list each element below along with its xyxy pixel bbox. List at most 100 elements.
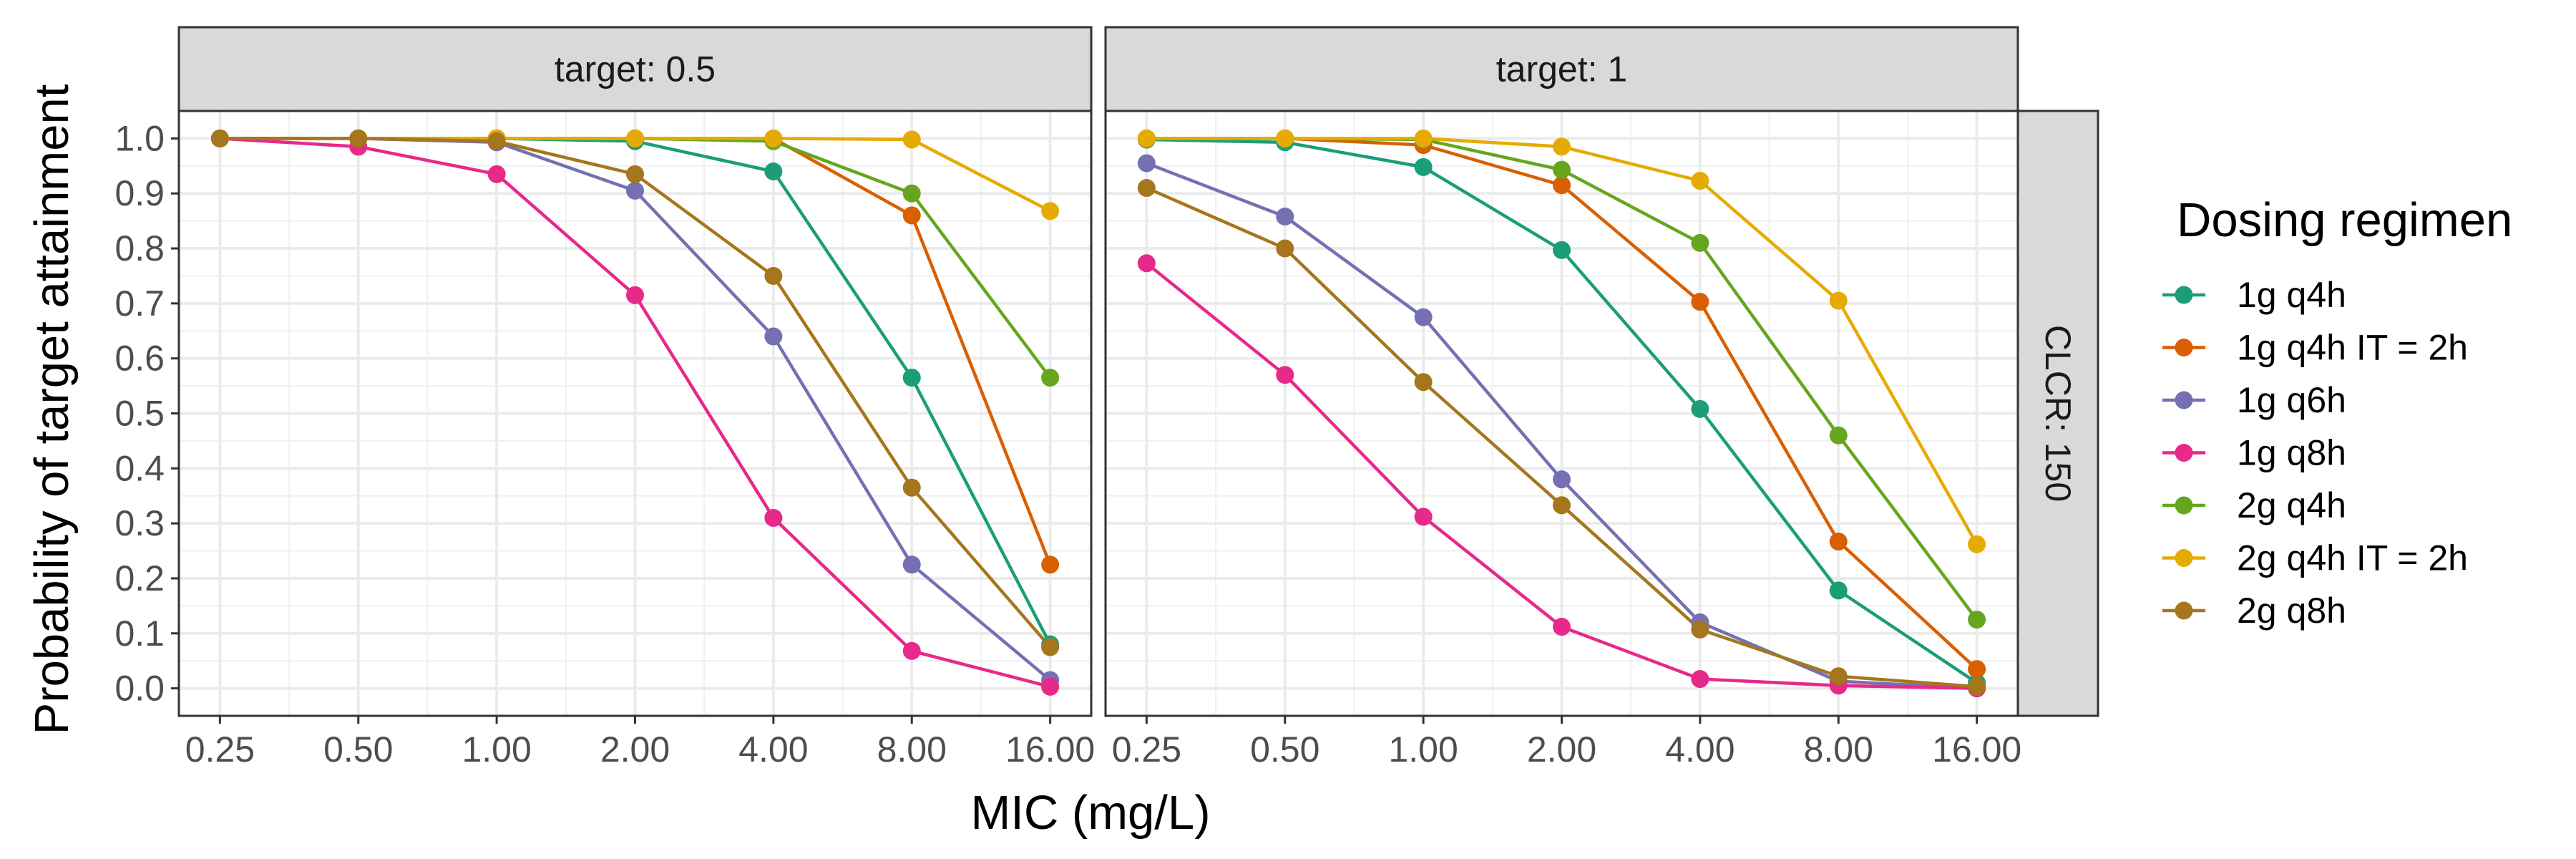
y-tick-label: 0.2 — [114, 558, 165, 598]
x-axis-title: MIC (mg/L) — [971, 786, 1211, 840]
data-point — [1137, 254, 1156, 273]
data-point — [764, 129, 783, 147]
data-point — [1553, 176, 1571, 195]
y-tick-label: 0.5 — [114, 394, 165, 434]
legend-label: 2g q8h — [2237, 591, 2346, 631]
data-point — [626, 181, 644, 200]
data-point — [1041, 555, 1060, 574]
row-strip-background — [2016, 110, 2099, 717]
legend-label: 1g q4h IT = 2h — [2237, 328, 2468, 368]
data-point — [1553, 160, 1571, 179]
legend-item: 1g q6h — [2162, 380, 2346, 420]
data-point — [1968, 677, 1986, 696]
legend-key-point — [2175, 391, 2193, 409]
data-point — [1553, 470, 1571, 489]
y-tick-label: 0.8 — [114, 228, 165, 268]
panel-1: target: 0.5 0.25 0.50 1.00 2.00 4.00 8.00 16.00… — [114, 26, 1095, 770]
legend-key-point — [2175, 601, 2193, 620]
y-tick-label: 0.6 — [114, 339, 165, 379]
data-point — [1276, 207, 1294, 225]
x-tick-label: 2.00 — [1527, 729, 1596, 770]
data-point — [626, 286, 644, 304]
panel-strip — [177, 26, 1093, 112]
data-point — [487, 165, 506, 183]
x-tick-label: 4.00 — [738, 729, 808, 770]
legend-item: 1g q4h — [2162, 275, 2346, 315]
x-tick-label: 8.00 — [1804, 729, 1873, 770]
panel-strip — [1104, 26, 2019, 112]
y-tick-label: 0.7 — [114, 283, 165, 324]
data-point — [1414, 373, 1433, 392]
data-point — [1691, 670, 1709, 689]
data-point — [1276, 239, 1294, 258]
y-tick-label: 0.0 — [114, 669, 165, 709]
legend-label: 1g q4h — [2237, 275, 2346, 315]
row-strip: CLCR: 150 — [2016, 110, 2099, 717]
data-point — [902, 184, 921, 203]
data-point — [1553, 618, 1571, 636]
data-point — [1276, 366, 1294, 384]
legend-item: 1g q8h — [2162, 433, 2346, 473]
data-point — [1414, 508, 1433, 526]
data-point — [626, 129, 644, 147]
legend-item: 1g q4h IT = 2h — [2162, 328, 2468, 368]
y-tick-label: 0.9 — [114, 173, 165, 213]
legend-label: 1g q8h — [2237, 433, 2346, 473]
data-point — [1553, 241, 1571, 259]
data-point — [1041, 202, 1060, 220]
legend-key-point — [2175, 444, 2193, 462]
x-tick-label: 0.50 — [323, 729, 393, 770]
legend-key-point — [2175, 286, 2193, 304]
data-point — [1414, 157, 1433, 176]
legend-label: 1g q6h — [2237, 380, 2346, 420]
data-point — [1691, 293, 1709, 311]
data-point — [764, 266, 783, 285]
panels: target: 0.5 0.25 0.50 1.00 2.00 4.00 8.00 16.00… — [114, 26, 2099, 770]
y-tick-label: 0.4 — [114, 448, 165, 488]
data-point — [1829, 291, 1848, 310]
legend-key-point — [2175, 339, 2193, 356]
y-tick-label: 0.3 — [114, 503, 165, 543]
data-point — [902, 130, 921, 149]
data-point — [349, 129, 368, 147]
data-point — [1041, 677, 1060, 696]
legend-title: Dosing regimen — [2177, 193, 2512, 247]
y-tick-label: 0.1 — [114, 613, 165, 654]
legend: Dosing regimen 1g q4h 1g q4h IT = 2h 1g q6… — [2162, 193, 2512, 631]
x-tick-label: 1.00 — [1388, 729, 1458, 770]
x-tick-label: 8.00 — [877, 729, 947, 770]
legend-key-point — [2175, 549, 2193, 567]
x-tick-label: 0.50 — [1250, 729, 1319, 770]
legend-label: 2g q4h IT = 2h — [2237, 538, 2468, 578]
legend-label: 2g q4h — [2237, 485, 2346, 525]
data-point — [902, 478, 921, 497]
data-point — [1137, 154, 1156, 173]
x-tick-label: 2.00 — [600, 729, 670, 770]
data-point — [1553, 496, 1571, 515]
data-point — [1691, 399, 1709, 418]
data-point — [1968, 611, 1986, 629]
panel-strip-label: target: 0.5 — [555, 49, 716, 89]
data-point — [1414, 129, 1433, 147]
x-tick-label: 16.00 — [1932, 729, 2021, 770]
x-tick-label: 4.00 — [1665, 729, 1735, 770]
data-point — [626, 165, 644, 183]
x-tick-label: 16.00 — [1005, 729, 1095, 770]
data-point — [1276, 129, 1294, 147]
data-point — [902, 641, 921, 660]
data-point — [1137, 129, 1156, 147]
data-point — [1553, 137, 1571, 156]
data-point — [902, 555, 921, 574]
y-tick-label: 1.0 — [114, 118, 165, 158]
data-point — [210, 129, 229, 147]
data-point — [1829, 426, 1848, 445]
panel-strip-label: target: 1 — [1496, 49, 1627, 89]
data-point — [764, 508, 783, 527]
data-point — [902, 206, 921, 225]
data-point — [764, 162, 783, 180]
data-point — [1414, 308, 1433, 326]
data-point — [1829, 667, 1848, 686]
data-point — [1968, 660, 1986, 679]
legend-item: 2g q8h — [2162, 591, 2346, 631]
data-point — [764, 327, 783, 346]
